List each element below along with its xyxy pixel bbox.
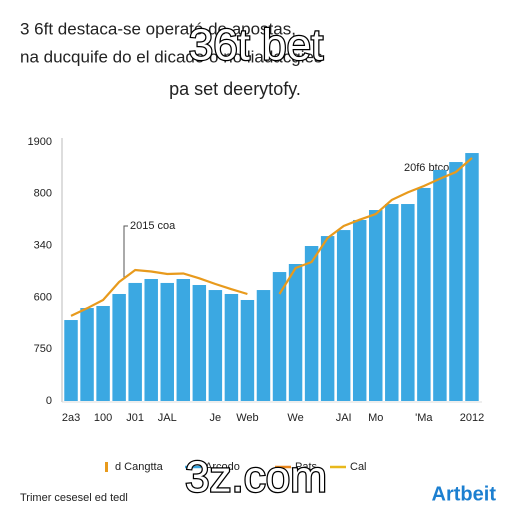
bar: [112, 293, 126, 401]
legend-label: Arcodo: [205, 461, 240, 473]
x-tick-label: 100: [94, 412, 112, 424]
bar: [80, 308, 94, 401]
annotation: 2015 coa: [130, 220, 176, 232]
watermark: 36t bet: [189, 21, 324, 70]
y-tick-label: 340: [34, 240, 52, 252]
x-tick-label: JAI: [336, 412, 352, 424]
legend-label: Cal: [350, 461, 367, 473]
y-tick-label: 750: [34, 343, 52, 355]
x-tick-label: JAL: [158, 412, 177, 424]
bar: [433, 169, 447, 401]
bar: [256, 290, 271, 401]
bar: [176, 278, 191, 401]
bar: [240, 299, 255, 401]
line: [70, 157, 473, 317]
x-tick-label: Je: [210, 412, 222, 424]
legend-swatch: [105, 462, 108, 472]
bar: [272, 272, 287, 401]
bar: [96, 305, 110, 401]
bar: [336, 230, 351, 401]
y-tick-label: 600: [34, 291, 52, 303]
bar: [304, 246, 319, 401]
bar: [385, 204, 399, 401]
bar: [320, 236, 335, 401]
x-tick-label: Mo: [368, 412, 383, 424]
bar: [224, 293, 239, 401]
logo: Artbeit: [432, 483, 497, 505]
legend-label: d Cangtta: [115, 461, 164, 473]
footer: Trimer cesesel ed tedl: [20, 492, 128, 504]
title-line: 3 6ft destaca-se operató de apostas,: [20, 19, 296, 38]
bar: [128, 282, 142, 401]
x-tick-label: 2a3: [62, 412, 80, 424]
title-line: na ducquife do el dicado o no liadacgies: [20, 47, 322, 66]
y-tick-label: 800: [34, 188, 52, 200]
x-tick-label: 2012: [460, 412, 484, 424]
bar: [352, 219, 367, 401]
bar: [208, 290, 223, 401]
x-tick-label: 'Ma: [415, 412, 433, 424]
bar: [369, 210, 383, 401]
y-tick-label: 0: [46, 395, 52, 407]
bar: [64, 320, 78, 401]
x-tick-label: We: [287, 412, 303, 424]
x-tick-label: J01: [126, 412, 144, 424]
watermark: 3z.com: [185, 453, 327, 502]
title-line: pa set deerytofy.: [169, 79, 301, 99]
annotation-bracket: [123, 225, 128, 278]
bar: [192, 284, 207, 401]
bar: [288, 264, 303, 401]
y-tick-label: 1900: [28, 136, 52, 148]
bar: [465, 153, 479, 401]
bar: [449, 162, 463, 401]
bar: [401, 204, 415, 401]
legend-label: Pats: [295, 461, 318, 473]
x-tick-label: Web: [236, 412, 258, 424]
bar: [160, 282, 174, 401]
bar: [144, 278, 158, 401]
bar: [417, 187, 431, 401]
